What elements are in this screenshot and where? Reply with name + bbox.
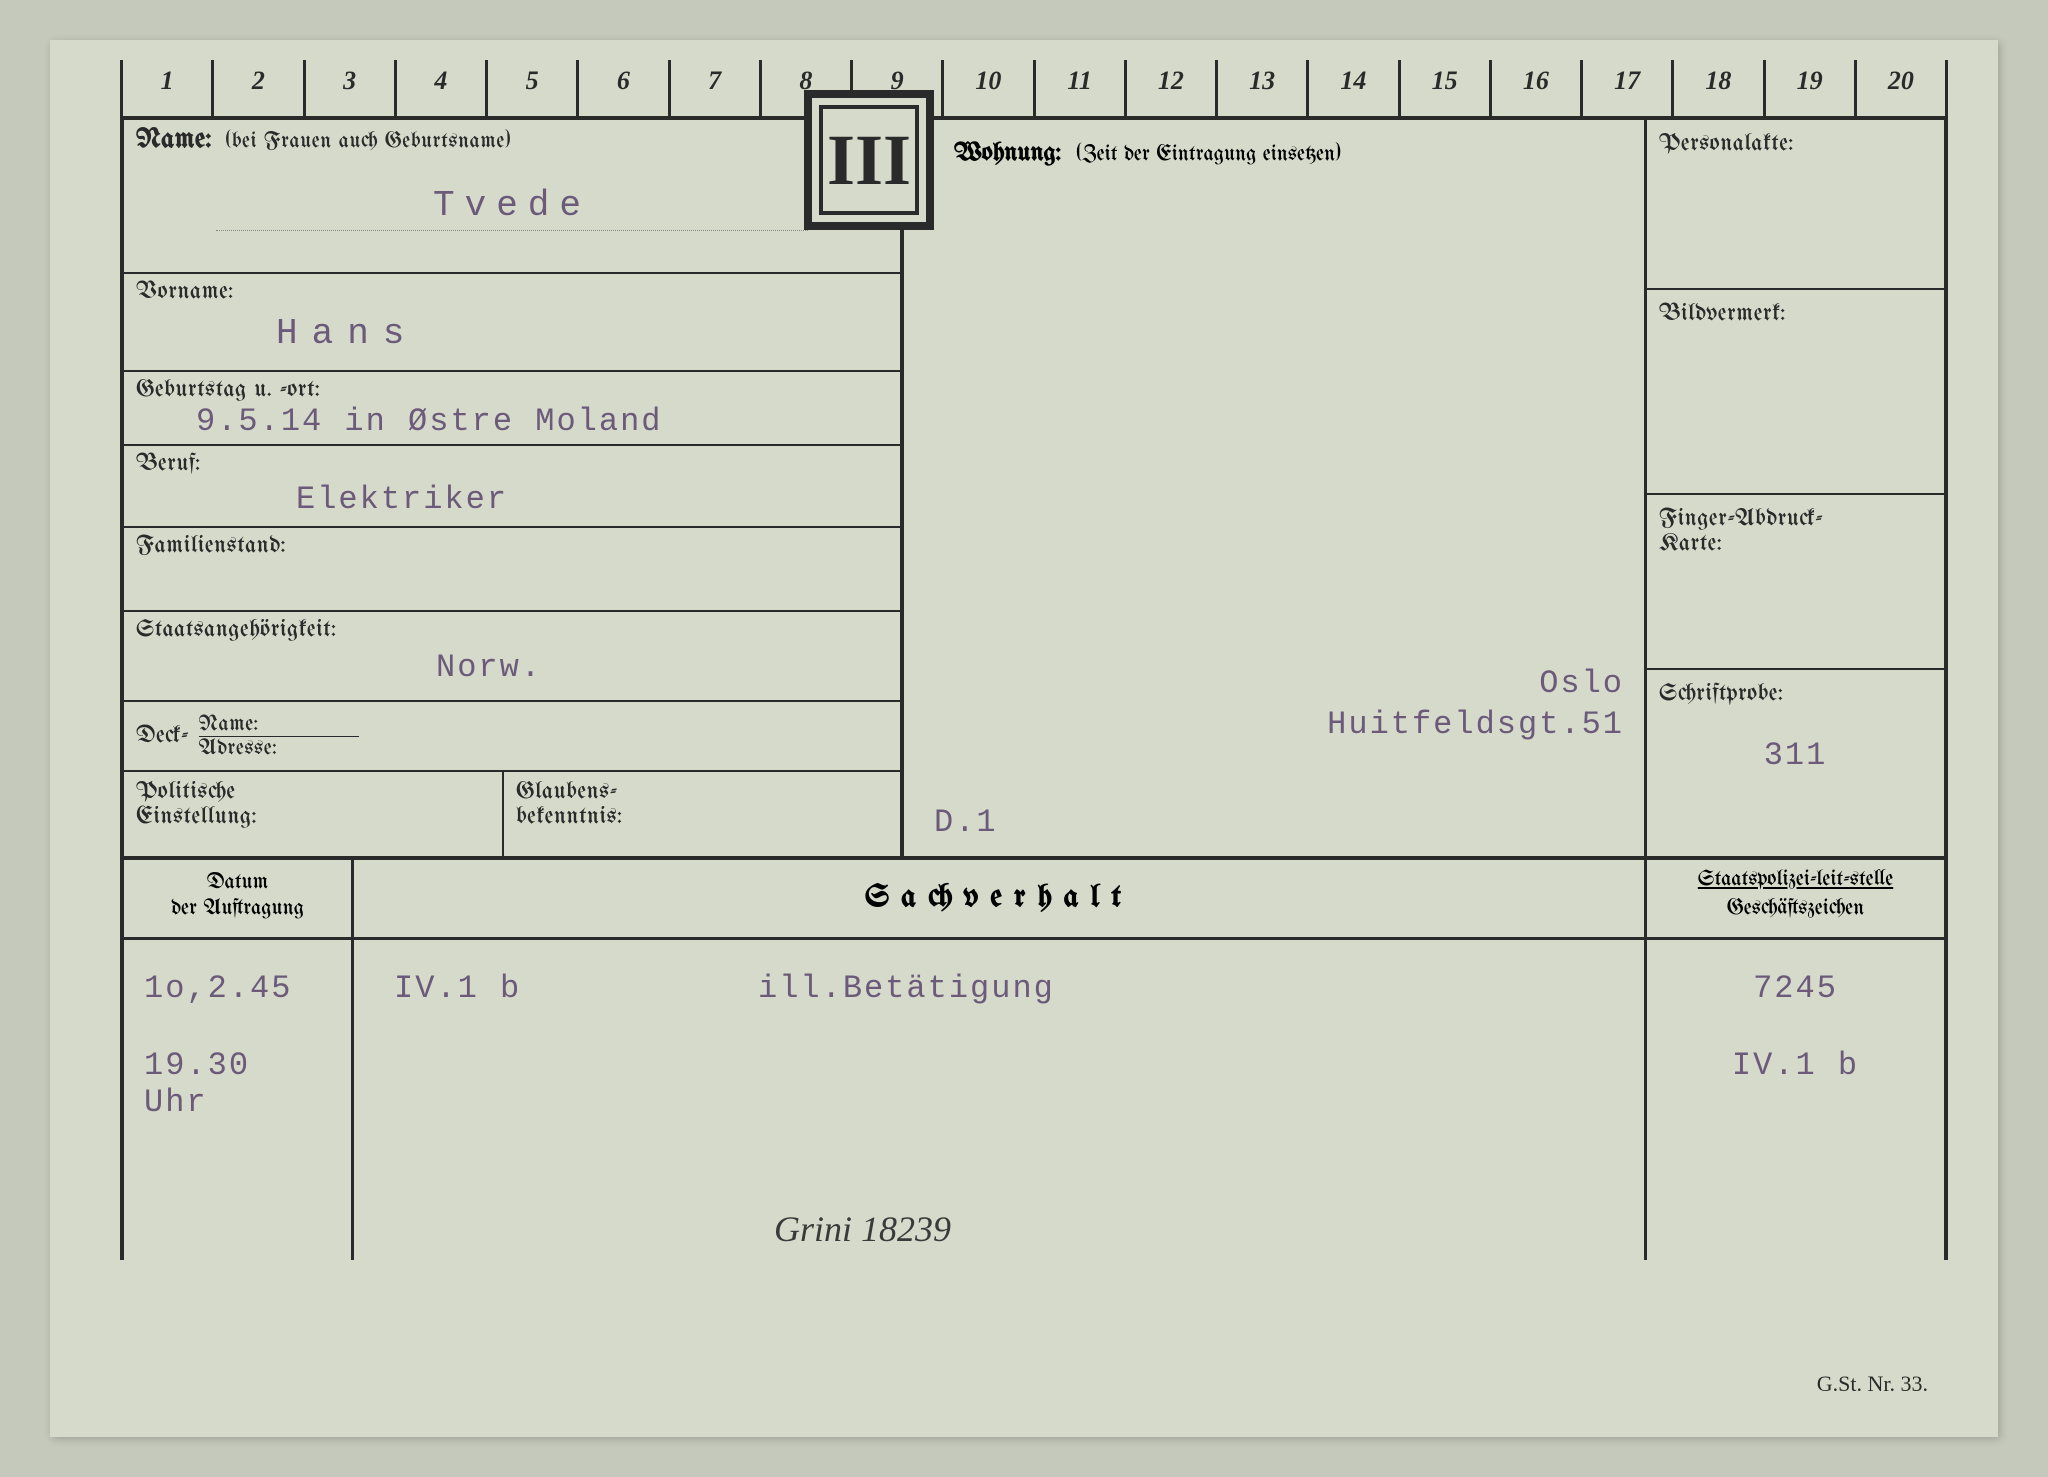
dept-code: IV.1 b xyxy=(394,970,594,1007)
datum-header: Datum der Auftragung xyxy=(124,860,354,937)
tick: 15 xyxy=(1398,60,1489,116)
personalakte-label: Personalakte: xyxy=(1659,132,1932,157)
top-section: Name: (bei Frauen auch Geburtsname) Tved… xyxy=(124,120,1944,860)
table-header: Datum der Auftragung Sachverhalt Staatsp… xyxy=(124,860,1944,940)
tick: 1 xyxy=(120,60,211,116)
index-card: 1 2 3 4 5 6 7 8 9 10 11 12 13 14 15 16 1… xyxy=(50,40,1998,1437)
tick: 13 xyxy=(1215,60,1306,116)
auftragung-label: der Auftragung xyxy=(124,896,351,922)
bildvermerk-label: Bildvermerk: xyxy=(1659,302,1932,327)
handwritten-note: Grini 18239 xyxy=(774,1208,951,1250)
staatspolizei-header: Staatspolizei-leit-stelle Geschäftszeich… xyxy=(1644,860,1944,937)
wohnung-street: Huitfeldsgt.51 xyxy=(1327,704,1624,746)
ref-line1: 7245 xyxy=(1667,970,1924,1007)
wohnung-label: Wohnung: xyxy=(954,140,1061,167)
fingerabdruck-label: Finger-Abdruck- xyxy=(1659,507,1932,532)
tick: 5 xyxy=(485,60,576,116)
roman-category-box: III xyxy=(804,90,934,230)
tick: 3 xyxy=(303,60,394,116)
deck-label: Deck- xyxy=(136,724,189,749)
karte-label: Karte: xyxy=(1659,532,1932,557)
table-body: 1o,2.45 19.30 Uhr IV.1 b ill.Betätigung … xyxy=(124,940,1944,1260)
tick: 16 xyxy=(1489,60,1580,116)
geburtstag-value: 9.5.14 in Østre Moland xyxy=(196,403,888,440)
datum-label: Datum xyxy=(124,870,351,896)
sachverhalt-header: Sachverhalt xyxy=(354,860,1644,937)
staat-value: Norw. xyxy=(436,649,888,686)
familienstand-label: Familienstand: xyxy=(136,534,888,559)
d1-code: D.1 xyxy=(934,804,998,841)
tick: 17 xyxy=(1580,60,1671,116)
wohnung-column: Wohnung: (Zeit der Eintragung einsetzen)… xyxy=(904,120,1644,856)
glaubens-label: Glaubens- xyxy=(516,780,888,805)
geburtstag-label: Geburtstag u. -ort: xyxy=(136,378,888,403)
beruf-label: Beruf: xyxy=(136,452,888,477)
vorname-value: Hans xyxy=(276,313,888,354)
tick: 12 xyxy=(1124,60,1215,116)
ref-line2: IV.1 b xyxy=(1667,1047,1924,1084)
familienstand-field: Familienstand: xyxy=(124,528,900,613)
name-field: Name: (bei Frauen auch Geburtsname) Tved… xyxy=(124,120,900,274)
tick: 10 xyxy=(941,60,1032,116)
deck-field: Deck- Name: Adresse: xyxy=(124,702,900,772)
tick: 7 xyxy=(668,60,759,116)
staat-field: Staatsangehörigkeit: Norw. xyxy=(124,612,900,702)
wohnung-city: Oslo xyxy=(1327,663,1624,705)
bekenntnis-label: bekenntnis: xyxy=(516,805,888,830)
einstellung-label: Einstellung: xyxy=(136,805,490,830)
sachverhalt-text: ill.Betätigung xyxy=(758,970,1055,1007)
bildvermerk-box: Bildvermerk: xyxy=(1647,290,1944,495)
tick: 6 xyxy=(576,60,667,116)
right-column: Personalakte: Bildvermerk: Finger-Abdruc… xyxy=(1644,120,1944,856)
tick: 14 xyxy=(1306,60,1397,116)
beruf-value: Elektriker xyxy=(296,481,888,518)
left-column: Name: (bei Frauen auch Geburtsname) Tved… xyxy=(124,120,904,856)
tick: 19 xyxy=(1763,60,1854,116)
staatspolizei-label: Staatspolizei-leit-stelle xyxy=(1647,866,1944,895)
datum-cell: 1o,2.45 19.30 Uhr xyxy=(124,940,354,1260)
form-number: G.St. Nr. 33. xyxy=(1817,1371,1928,1397)
tick: 18 xyxy=(1671,60,1762,116)
main-frame: III Name: (bei Frauen auch Geburtsname) … xyxy=(120,120,1948,1260)
geschaeftszeichen-label: Geschäftszeichen xyxy=(1647,895,1944,924)
datum-line1: 1o,2.45 xyxy=(144,970,331,1007)
beruf-field: Beruf: Elektriker xyxy=(124,446,900,528)
vorname-label: Vorname: xyxy=(136,280,888,305)
reference-cell: 7245 IV.1 b xyxy=(1644,940,1944,1260)
tick: 4 xyxy=(394,60,485,116)
schriftprobe-box: Schriftprobe: 311 xyxy=(1647,670,1944,856)
schriftprobe-value: 311 xyxy=(1659,737,1932,774)
schriftprobe-label: Schriftprobe: xyxy=(1659,682,1932,707)
deck-name-label: Name: xyxy=(199,713,359,737)
name-label: Name: xyxy=(136,126,212,155)
deck-adresse-label: Adresse: xyxy=(199,737,359,760)
ruler-scale: 1 2 3 4 5 6 7 8 9 10 11 12 13 14 15 16 1… xyxy=(120,60,1948,120)
wohnung-sublabel: (Zeit der Eintragung einsetzen) xyxy=(1077,143,1341,166)
staat-label: Staatsangehörigkeit: xyxy=(136,618,888,643)
tick: 2 xyxy=(211,60,302,116)
tick: 20 xyxy=(1854,60,1948,116)
vorname-field: Vorname: Hans xyxy=(124,274,900,371)
roman-numeral: III xyxy=(819,105,919,215)
geburtstag-field: Geburtstag u. -ort: 9.5.14 in Østre Mola… xyxy=(124,372,900,447)
tick: 11 xyxy=(1033,60,1124,116)
politische-row: Politische Einstellung: Glaubens- bekenn… xyxy=(124,772,900,856)
personalakte-box: Personalakte: xyxy=(1647,120,1944,290)
sachverhalt-cell: IV.1 b ill.Betätigung Grini 18239 xyxy=(354,940,1644,1260)
politische-label: Politische xyxy=(136,780,490,805)
fingerabdruck-box: Finger-Abdruck- Karte: xyxy=(1647,495,1944,670)
name-value: Tvede xyxy=(216,185,808,231)
datum-line2: 19.30 Uhr xyxy=(144,1047,331,1121)
name-sublabel: (bei Frauen auch Geburtsname) xyxy=(226,130,511,153)
